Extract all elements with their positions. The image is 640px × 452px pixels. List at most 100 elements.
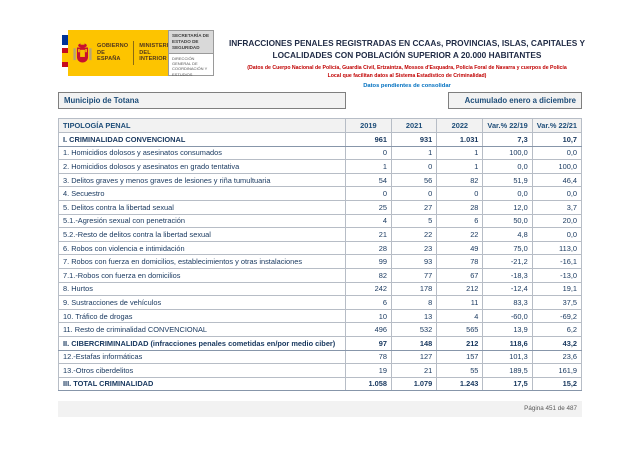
row-label: 1. Homicidios dolosos y asesinatos consu…	[58, 145, 346, 161]
row-value: 19,1	[531, 281, 583, 297]
row-value: 3,7	[531, 199, 583, 215]
table-row: III. TOTAL CRIMINALIDAD 1.058 1.079 1.243 17…	[58, 376, 583, 392]
row-value: 82	[344, 267, 392, 283]
row-value: -21,2	[482, 254, 533, 269]
row-value: 6	[344, 295, 392, 310]
table-row: 5.2.-Resto de delitos contra la libertad…	[58, 227, 583, 242]
municipality-box: Municipio de Totana	[58, 92, 346, 109]
table-row: 3. Delitos graves y menos graves de lesi…	[58, 172, 583, 188]
row-value: -13,0	[531, 267, 583, 283]
row-value: 0,0	[531, 227, 583, 242]
table-header-row: TIPOLOGÍA PENAL 2019 2021 2022 Var.% 22/19 Va…	[58, 118, 583, 133]
row-value: 28	[436, 199, 484, 215]
row-value: 532	[390, 322, 438, 337]
secretary-label: SECRETARÍA DE ESTADO DE SEGURIDAD	[169, 31, 213, 53]
column-header: Var.% 22/19	[482, 118, 533, 133]
table-row: 12.-Estafas informáticas 78 127 157 101,3 23,…	[58, 349, 583, 365]
row-label: III. TOTAL CRIMINALIDAD	[58, 376, 346, 392]
ministry-label: MINISTERIO DEL INTERIOR	[139, 42, 173, 63]
row-value: 99	[344, 254, 392, 269]
row-value: -12,4	[482, 281, 533, 297]
period-box: Acumulado enero a diciembre	[448, 92, 582, 109]
row-value: 12,0	[482, 199, 533, 215]
row-value: 0	[344, 186, 392, 201]
row-value: 23,6	[531, 349, 583, 365]
row-value: 100,0	[531, 159, 583, 174]
row-value: 77	[390, 267, 438, 283]
row-value: -16,1	[531, 254, 583, 269]
status-note: Datos pendientes de consolidar	[363, 82, 451, 89]
row-value: 51,9	[482, 172, 533, 188]
row-value: 4	[344, 213, 392, 229]
row-label: 3. Delitos graves y menos graves de lesi…	[58, 172, 346, 188]
row-value: 565	[436, 322, 484, 337]
row-value: 46,4	[531, 172, 583, 188]
row-value: 6	[436, 213, 484, 229]
table-row: 6. Robos con violencia e intimidación 28 2…	[58, 240, 583, 256]
row-value: 6,2	[531, 322, 583, 337]
page-number-label: Página 451 de 487	[524, 405, 577, 412]
row-value: 43,2	[531, 335, 583, 351]
row-label: 10. Tráfico de drogas	[58, 308, 346, 324]
logo-divider	[133, 41, 135, 65]
row-value: 13	[390, 308, 438, 324]
crime-statistics-table: TIPOLOGÍA PENAL 2019 2021 2022 Var.% 22/19 Va…	[58, 118, 583, 392]
row-label: 4. Secuestro	[58, 186, 346, 201]
row-value: 157	[436, 349, 484, 365]
row-label: 8. Hurtos	[58, 281, 346, 297]
row-value: 28	[344, 240, 392, 256]
table-row: 4. Secuestro 0 0 0 0,0 0,0	[58, 186, 583, 201]
table-row: 8. Hurtos 242 178 212 -12,4 19,1	[58, 281, 583, 297]
row-value: 78	[344, 349, 392, 365]
row-value: 1.031	[436, 132, 484, 147]
row-value: 4	[436, 308, 484, 324]
row-label: 2. Homicidios dolosos y asesinatos en gr…	[58, 159, 346, 174]
row-value: 178	[390, 281, 438, 297]
row-value: -18,3	[482, 267, 533, 283]
row-value: 0	[436, 186, 484, 201]
row-value: 0	[344, 145, 392, 161]
row-value: 189,5	[482, 363, 533, 378]
page-title: INFRACCIONES PENALES REGISTRADAS EN CCAA…	[228, 38, 586, 61]
footer-bar: Página 451 de 487	[58, 401, 582, 417]
row-label: II. CIBERCRIMINALIDAD (infracciones pena…	[58, 335, 346, 351]
table-row: 1. Homicidios dolosos y asesinatos consu…	[58, 145, 583, 161]
table-row: II. CIBERCRIMINALIDAD (infracciones pena…	[58, 335, 583, 351]
flag-strip-icon	[62, 30, 68, 76]
row-value: 37,5	[531, 295, 583, 310]
row-value: 22	[436, 227, 484, 242]
row-value: 100,0	[482, 145, 533, 161]
row-value: 21	[390, 363, 438, 378]
row-value: 0	[390, 159, 438, 174]
row-label: 12.-Estafas informáticas	[58, 349, 346, 365]
row-value: 17,5	[482, 376, 533, 392]
row-value: 83,3	[482, 295, 533, 310]
row-value: 23	[390, 240, 438, 256]
row-value: -60,0	[482, 308, 533, 324]
government-logo-box: GOBIERNO DE ESPAÑA MINISTERIO DEL INTERI…	[68, 30, 173, 76]
row-label: 5.1.-Agresión sexual con penetración	[58, 213, 346, 229]
row-value: 1	[390, 145, 438, 161]
table-row: I. CRIMINALIDAD CONVENCIONAL 961 931 1.031 7…	[58, 132, 583, 147]
row-label: 11. Resto de criminalidad CONVENCIONAL	[58, 322, 346, 337]
row-value: 1	[436, 159, 484, 174]
row-label: 5.2.-Resto de delitos contra la libertad…	[58, 227, 346, 242]
table-row: 7. Robos con fuerza en domicilios, estab…	[58, 254, 583, 269]
row-value: -69,2	[531, 308, 583, 324]
secretary-box: SECRETARÍA DE ESTADO DE SEGURIDAD DIRECC…	[168, 30, 214, 77]
row-value: 118,6	[482, 335, 533, 351]
table-row: 10. Tráfico de drogas 10 13 4 -60,0 -69,2	[58, 308, 583, 324]
row-label: 13.-Otros ciberdelitos	[58, 363, 346, 378]
row-value: 961	[344, 132, 392, 147]
source-note: (Datos de Cuerpo Nacional de Policía, Gu…	[247, 65, 567, 79]
row-value: 13,9	[482, 322, 533, 337]
table-row: 11. Resto de criminalidad CONVENCIONAL 49…	[58, 322, 583, 337]
row-label: 7. Robos con fuerza en domicilios, estab…	[58, 254, 346, 269]
row-label: 6. Robos con violencia e intimidación	[58, 240, 346, 256]
row-value: 148	[390, 335, 438, 351]
row-value: 242	[344, 281, 392, 297]
row-value: 82	[436, 172, 484, 188]
row-value: 54	[344, 172, 392, 188]
row-value: 27	[390, 199, 438, 215]
